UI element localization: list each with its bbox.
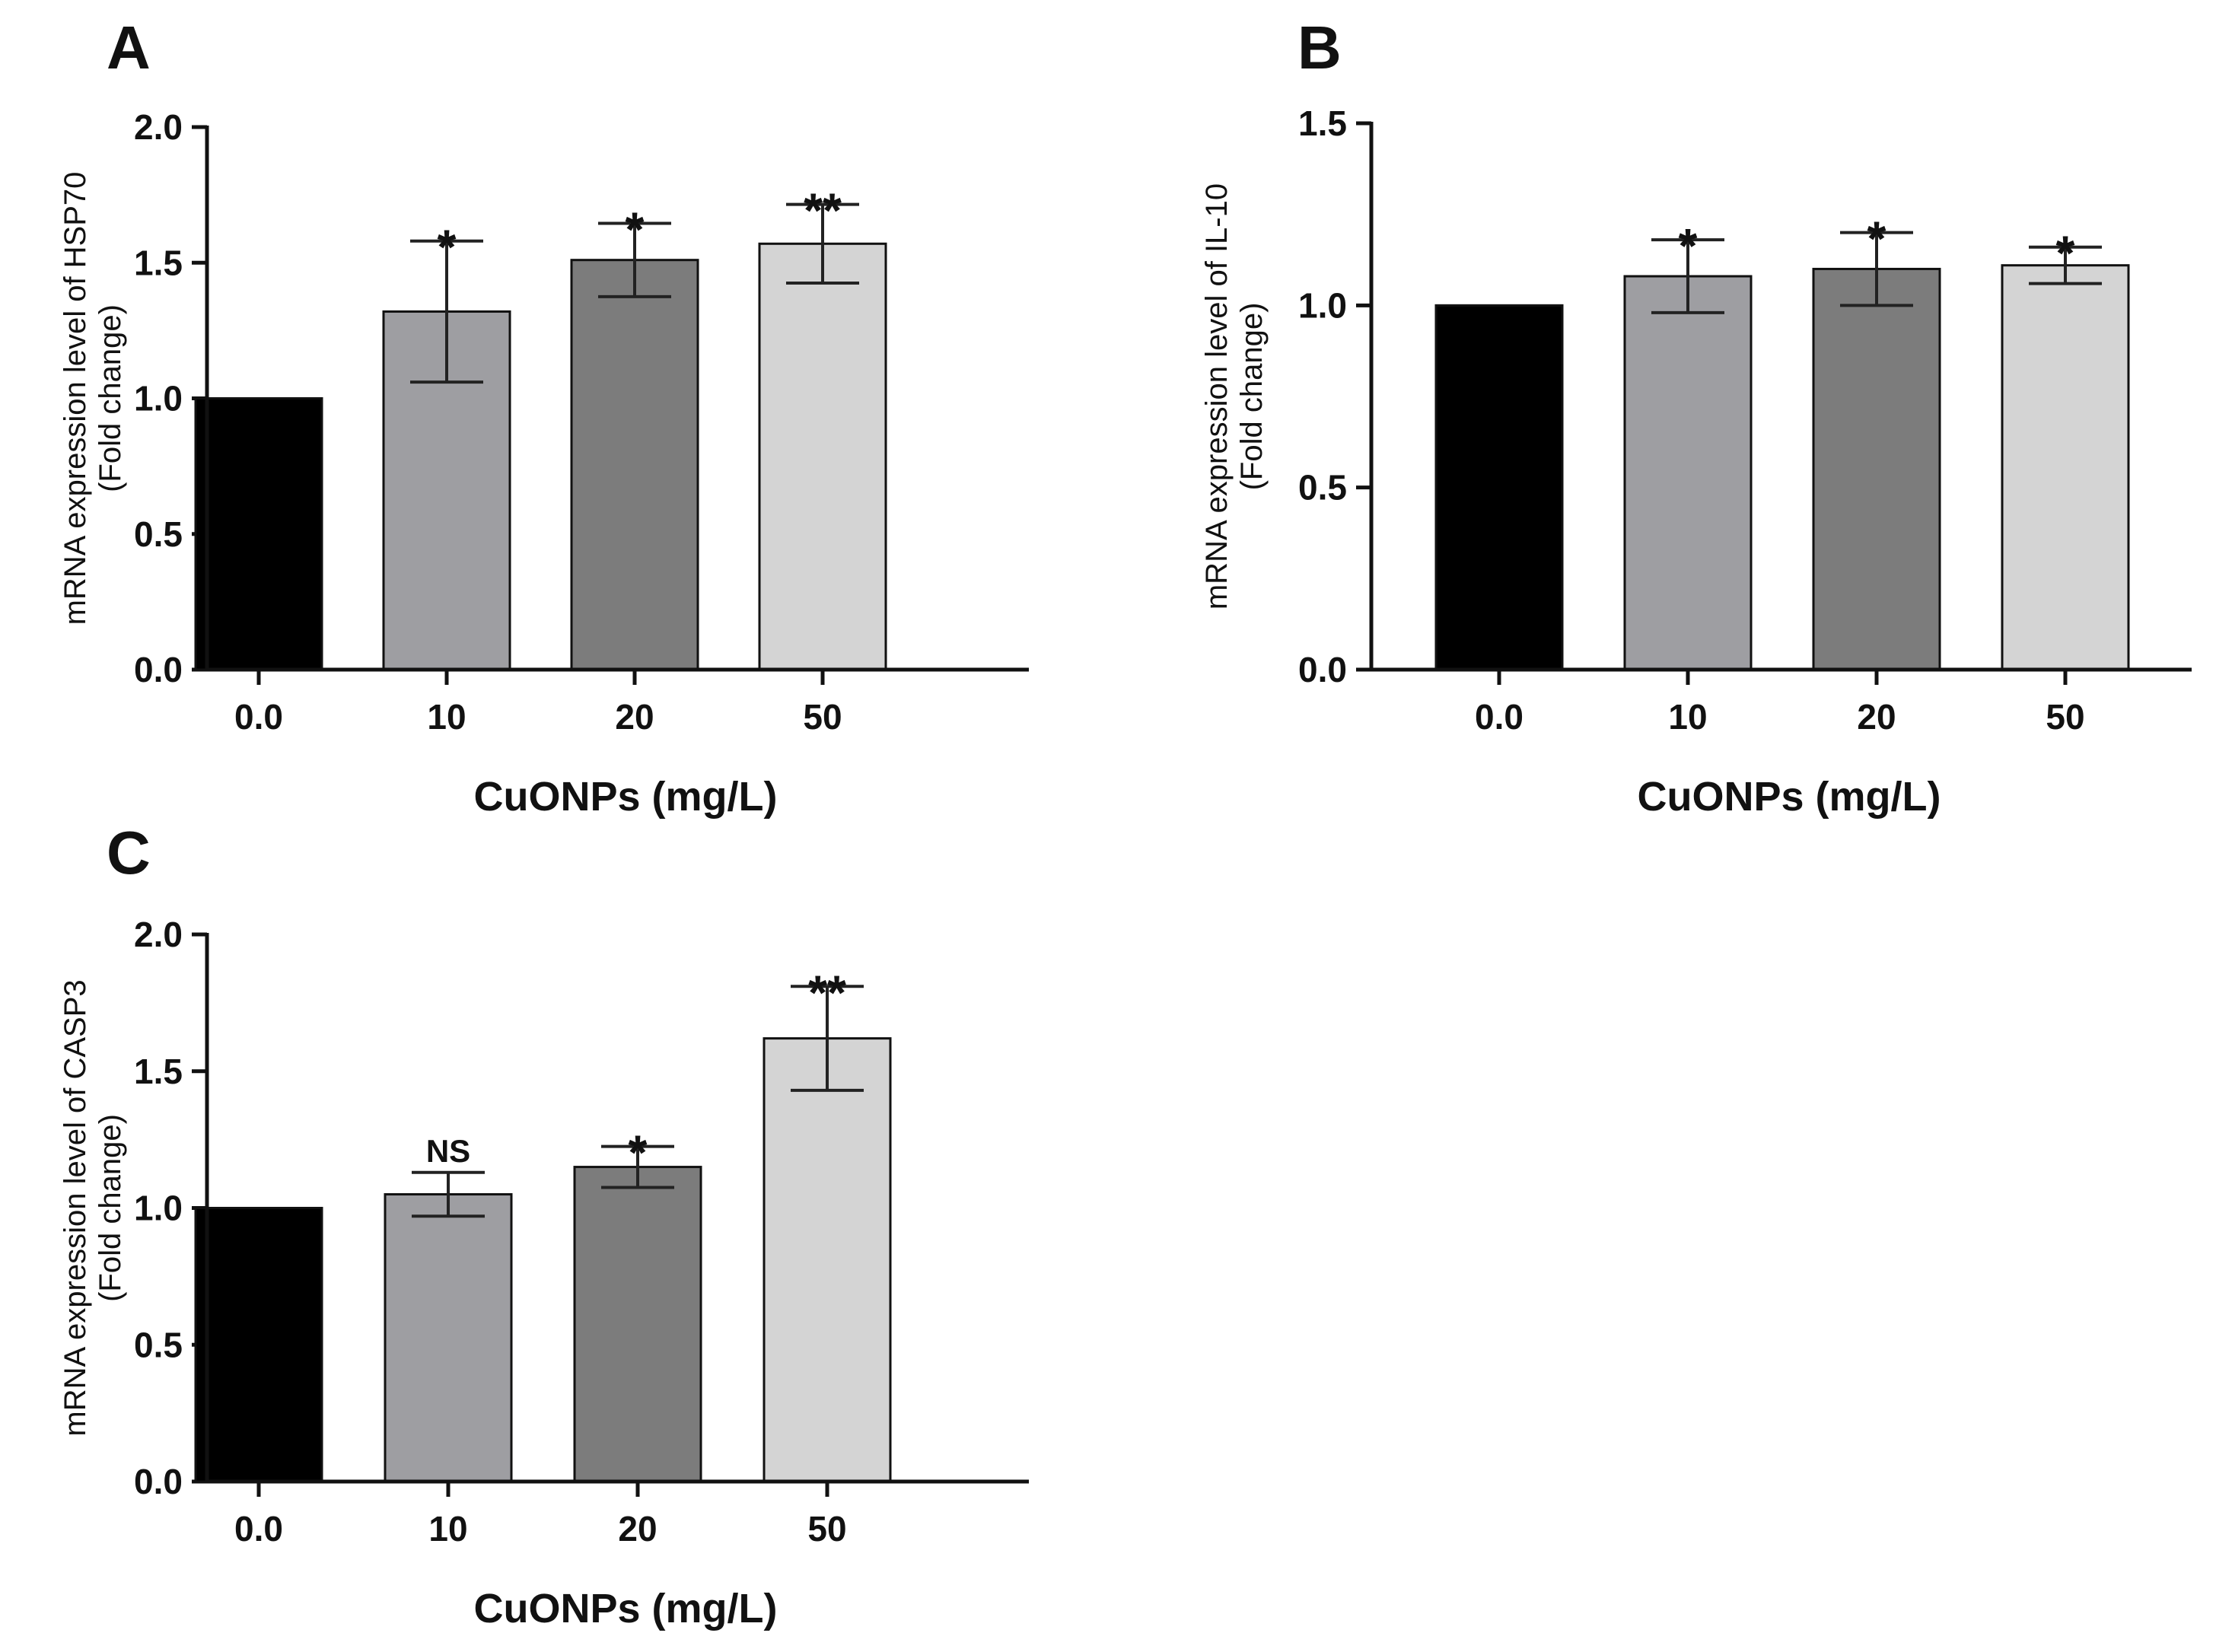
significance-label: NS — [426, 1133, 470, 1169]
bar — [763, 1037, 892, 1483]
y-tick-label: 1.0 — [134, 379, 183, 419]
y-tick-label: 0.0 — [134, 1462, 183, 1501]
bar — [2001, 264, 2130, 671]
x-tick-label: 10 — [427, 697, 466, 737]
panel-b-letter: B — [1297, 14, 1342, 81]
x-tick-label: 0.0 — [1475, 697, 1524, 737]
y-tick-label: 1.5 — [134, 1052, 183, 1091]
x-axis-title: CuONPs (mg/L) — [1638, 774, 1941, 820]
significance-label: * — [629, 1125, 648, 1180]
x-tick-label: 50 — [803, 697, 842, 737]
x-tick-label: 20 — [618, 1509, 657, 1549]
bar — [1434, 304, 1564, 671]
y-axis-title: mRNA expression level of IL-10 — [1200, 183, 1234, 610]
bar — [1812, 267, 1941, 671]
y-tick-label: 2.0 — [134, 915, 183, 954]
bar — [1623, 275, 1753, 671]
bar — [194, 397, 323, 671]
panel-a-hsp70: A 0.0 0.5 1.0 1.5 2.0 0.0 * 10 * 20 ** 50 CuONPs (mg/… — [59, 14, 1029, 820]
x-axis-title: CuONPs (mg/L) — [474, 1586, 778, 1631]
bar — [573, 1166, 702, 1483]
y-tick-label: 1.5 — [134, 243, 183, 282]
significance-label: ** — [808, 965, 846, 1020]
y-tick-label: 0.0 — [1298, 650, 1347, 689]
y-axis-subtitle: (Fold change) — [1235, 303, 1269, 491]
y-tick-label: 0.0 — [134, 650, 183, 689]
x-tick-label: 10 — [428, 1509, 467, 1549]
significance-label: * — [1867, 212, 1886, 266]
panel-c-letter: C — [107, 819, 151, 886]
significance-label: * — [2056, 226, 2075, 281]
x-tick-label: 50 — [807, 1509, 846, 1549]
y-axis-title: mRNA expression level of CASP3 — [59, 979, 92, 1436]
bar — [384, 1193, 513, 1483]
x-tick-label: 0.0 — [234, 1509, 283, 1549]
y-tick-label: 0.5 — [1298, 468, 1347, 508]
y-axis-subtitle: (Fold change) — [94, 304, 127, 492]
x-axis-title: CuONPs (mg/L) — [474, 774, 778, 820]
y-axis-title: mRNA expression level of HSP70 — [59, 172, 92, 625]
bar — [570, 259, 699, 671]
y-axis-subtitle: (Fold change) — [94, 1114, 127, 1302]
y-tick-label: 0.5 — [134, 514, 183, 554]
x-tick-label: 10 — [1668, 697, 1707, 737]
x-tick-label: 50 — [2046, 697, 2084, 737]
y-tick-label: 1.0 — [134, 1189, 183, 1228]
x-tick-label: 20 — [615, 697, 654, 737]
panel-a-letter: A — [107, 14, 151, 81]
x-tick-label: 20 — [1857, 697, 1896, 737]
bar — [758, 242, 887, 671]
panel-c-casp3: C 0.0 0.5 1.0 1.5 2.0 0.0 NS 10 * 20 ** 50 CuONPs (mg… — [59, 819, 1029, 1631]
significance-label: * — [626, 202, 645, 257]
y-tick-label: 2.0 — [134, 107, 183, 147]
y-tick-label: 1.0 — [1298, 285, 1347, 325]
significance-label: ** — [804, 183, 842, 238]
y-tick-label: 1.5 — [1298, 103, 1347, 143]
y-tick-label: 0.5 — [134, 1325, 183, 1364]
significance-label: * — [1679, 218, 1698, 273]
significance-label: * — [438, 220, 457, 275]
x-tick-label: 0.0 — [234, 697, 283, 737]
panel-b-il10: B 0.0 0.5 1.0 1.5 0.0 * 10 * 20 * 50 CuONPs (mg/L) mR… — [1200, 14, 2192, 820]
bar — [194, 1207, 323, 1483]
